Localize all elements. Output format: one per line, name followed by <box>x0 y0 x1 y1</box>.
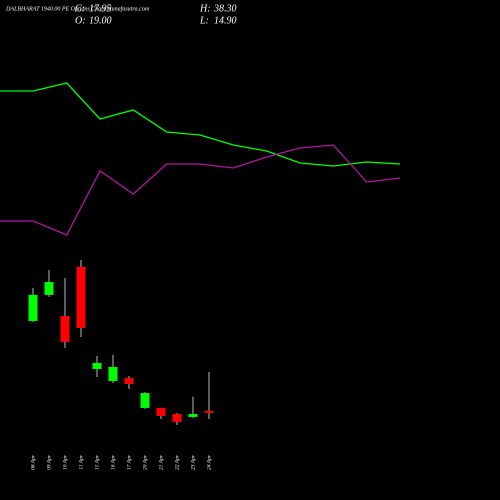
x-tick-label: 21 Apr <box>158 454 164 470</box>
candle-body <box>140 393 150 408</box>
x-tick-label: 16 Apr <box>110 454 116 470</box>
x-tick-label: 10 Apr <box>62 454 68 470</box>
header-value: 19.00 <box>89 15 112 26</box>
header-label: H: <box>199 3 211 14</box>
x-tick-label: 11 Apr <box>78 454 84 469</box>
header-label: L: <box>199 15 209 26</box>
x-tick-label: 17 Apr <box>126 454 132 470</box>
header-label: C: <box>75 3 85 14</box>
x-tick-label: 09 Apr <box>46 454 52 470</box>
x-tick-label: 20 Apr <box>142 454 148 470</box>
chart-title: DALBHARAT 1940.00 PE Options Chart Munaf… <box>5 5 150 12</box>
x-tick-label: 15 Apr <box>94 454 100 470</box>
candle-body <box>124 378 134 385</box>
candle-body <box>44 282 54 295</box>
line <box>0 82 401 167</box>
candle-body <box>76 266 86 329</box>
candle-body <box>28 294 38 321</box>
x-tick-label: 22 Apr <box>174 454 180 470</box>
x-tick-label: 23 Apr <box>190 454 196 470</box>
candle-body <box>60 315 70 343</box>
candle-body <box>204 410 214 413</box>
x-tick-label: 24 Apr <box>205 454 212 470</box>
line <box>0 144 401 236</box>
x-tick-label: 08 Apr <box>30 454 36 470</box>
header-value: 14.90 <box>214 15 237 26</box>
candle-body <box>156 407 166 416</box>
header-label: O: <box>75 15 86 26</box>
header-value: 38.30 <box>213 3 237 14</box>
candle-body <box>92 362 102 369</box>
header-value: 17.95 <box>89 3 112 14</box>
candle-body <box>188 413 198 417</box>
candle-body <box>172 413 182 422</box>
candle-body <box>108 366 118 382</box>
